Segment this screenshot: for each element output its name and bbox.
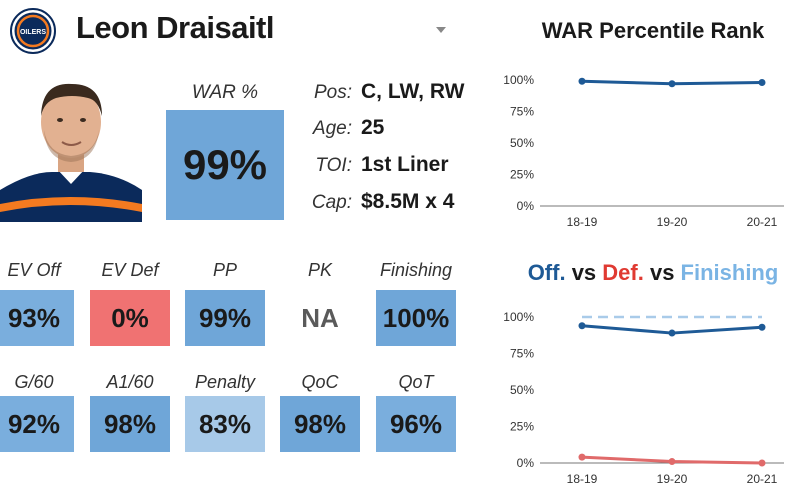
war-label: WAR % — [191, 82, 259, 103]
title-off: Off. — [527, 260, 566, 285]
data-point — [758, 459, 766, 467]
off-def-fin-chart: 0% 25% 50% 75% 100% 18-19 19-20 20-21 — [503, 310, 784, 486]
penalty-value: 83% — [185, 396, 265, 452]
pk-value: NA — [280, 290, 360, 346]
a160-value: 98% — [90, 396, 170, 452]
oilers-logo: OILERS — [10, 8, 56, 54]
toi-label: TOI: — [315, 155, 352, 176]
data-point — [668, 458, 676, 466]
penalty-label: Penalty — [194, 372, 256, 392]
qot-label: QoT — [398, 372, 434, 392]
finishing-label: Finishing — [379, 260, 453, 280]
pp-value: 99% — [185, 290, 265, 346]
pp-label: PP — [212, 260, 237, 280]
x-tick-label: 20-21 — [747, 472, 778, 486]
x-tick-label: 20-21 — [747, 215, 778, 229]
data-point — [578, 453, 586, 461]
g60-label: G/60 — [14, 372, 54, 392]
qot-value: 96% — [376, 396, 456, 452]
off-def-fin-chart-title: Off. vs Def. vs Finishing — [506, 260, 800, 286]
x-tick-label: 18-19 — [567, 472, 598, 486]
data-point — [758, 79, 766, 87]
position-label: Pos: — [313, 82, 352, 103]
age-label: Age: — [312, 118, 352, 139]
title-vs-1: vs — [565, 260, 603, 285]
war-value: 99% — [166, 110, 284, 220]
data-point — [578, 322, 586, 330]
a160-label: A1/60 — [106, 372, 154, 392]
data-point — [668, 80, 676, 88]
position-value: C, LW, RW — [361, 80, 465, 103]
qoc-label: QoC — [301, 372, 339, 392]
y-tick-label: 75% — [510, 105, 534, 119]
cap-value: $8.5M x 4 — [361, 190, 455, 213]
war-chart-title: WAR Percentile Rank — [541, 18, 765, 43]
g60-value: 92% — [0, 396, 74, 452]
ev-def-label: EV Def — [101, 260, 159, 280]
finishing-value: 100% — [376, 290, 456, 346]
x-tick-label: 19-20 — [657, 215, 688, 229]
qoc-value: 98% — [280, 396, 360, 452]
y-tick-label: 50% — [510, 383, 534, 397]
title-def: Def. — [602, 260, 644, 285]
logo-text: OILERS — [20, 29, 46, 36]
x-tick-label: 18-19 — [567, 215, 598, 229]
war-percentile-chart: 0% 25% 50% 75% 100% 18-19 19-20 20-21 — [503, 73, 784, 229]
chevron-down-icon[interactable] — [436, 27, 446, 33]
ev-off-label: EV Off — [7, 260, 61, 280]
y-tick-label: 25% — [510, 168, 534, 182]
y-tick-label: 25% — [510, 420, 534, 434]
y-tick-label: 0% — [517, 456, 535, 470]
ev-def-value: 0% — [90, 290, 170, 346]
data-point — [668, 329, 676, 337]
age-value: 25 — [361, 116, 385, 139]
title-vs-2: vs — [643, 260, 681, 285]
x-tick-label: 19-20 — [657, 472, 688, 486]
player-photo — [0, 83, 142, 222]
player-name: Leon Draisaitl — [76, 10, 275, 45]
y-tick-label: 0% — [517, 199, 535, 213]
pk-label: PK — [307, 260, 332, 280]
cap-label: Cap: — [311, 192, 352, 213]
title-fin: Finishing — [680, 260, 779, 285]
y-tick-label: 50% — [510, 136, 534, 150]
ev-off-value: 93% — [0, 290, 74, 346]
toi-value: 1st Liner — [361, 153, 449, 176]
y-tick-label: 100% — [503, 310, 534, 324]
data-point — [758, 323, 766, 331]
y-tick-label: 75% — [510, 347, 534, 361]
data-point — [578, 77, 586, 85]
y-tick-label: 100% — [503, 73, 534, 87]
